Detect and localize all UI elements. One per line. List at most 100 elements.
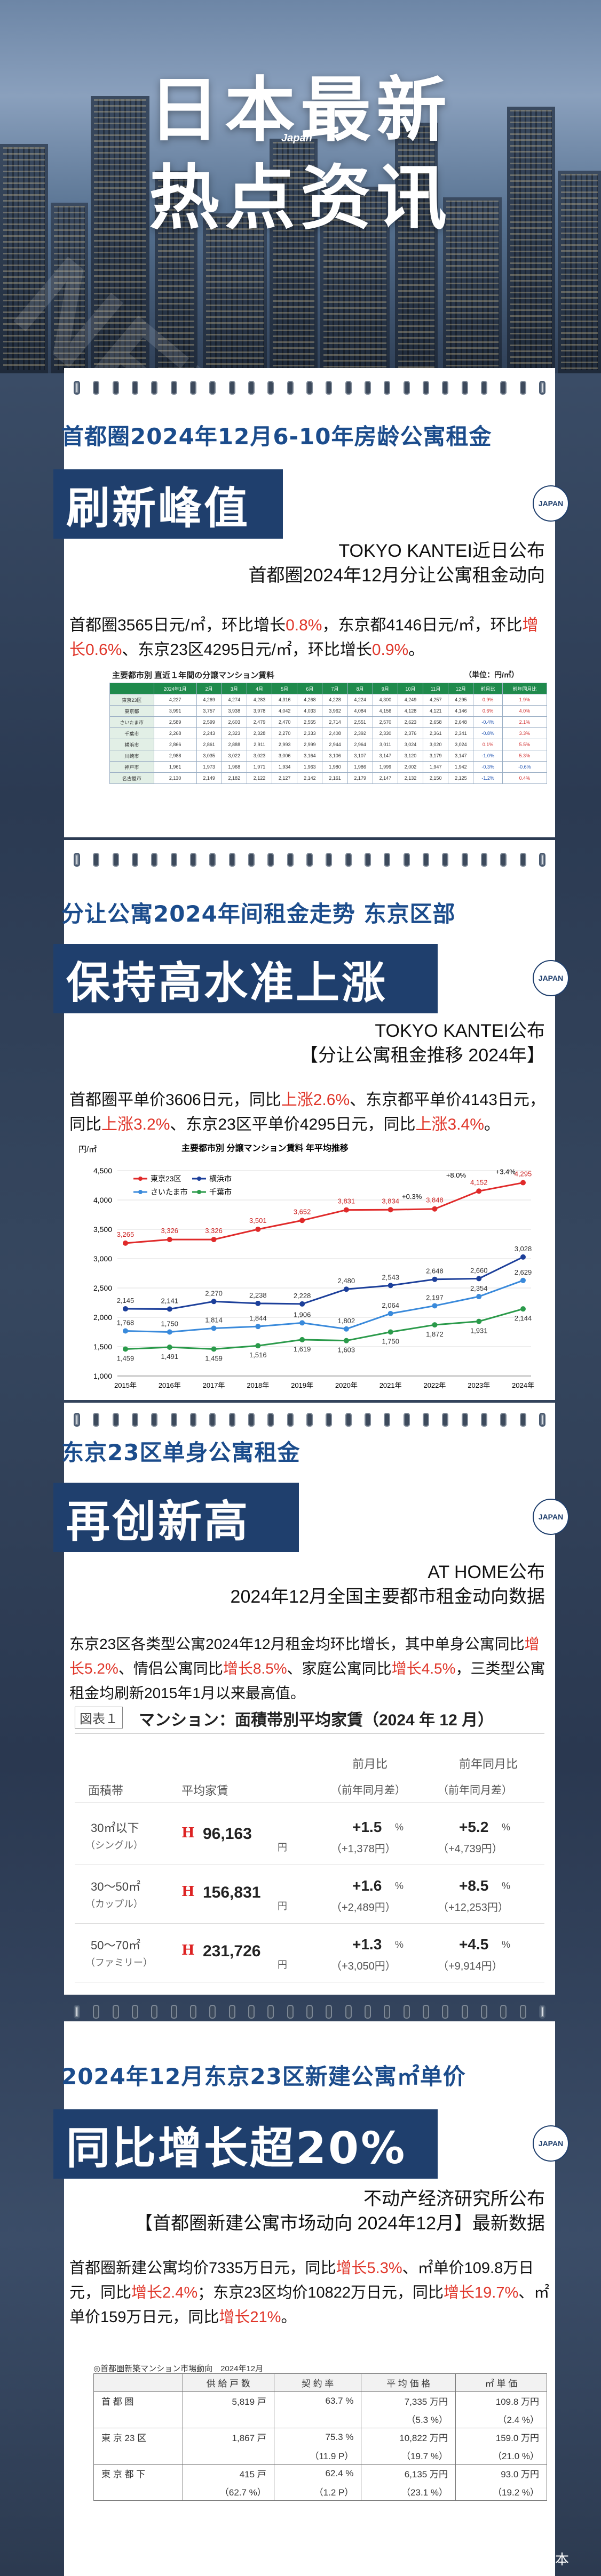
source-line2: 2024年12月全国主要都市租金动向数据 [230, 1587, 545, 1607]
table-cell: 63.7 % [273, 2391, 362, 2410]
data-label: 1,844 [249, 1314, 267, 1322]
data-label: 1,516 [249, 1351, 267, 1359]
table-header-cell: 契 約 率 [273, 2373, 362, 2392]
table-cell: 0.9% [473, 694, 503, 706]
x-tick-label: 2017年 [203, 1381, 225, 1389]
data-point [476, 1276, 482, 1282]
binder-holes [64, 848, 555, 871]
figure-label: 図表１ [75, 1707, 123, 1729]
table-cell: 2,408 [322, 727, 348, 739]
data-point [123, 1240, 128, 1246]
table-cell: 2,149 [196, 772, 222, 784]
table-cell: 4,295 [448, 694, 474, 706]
table-cell: 2,328 [246, 727, 273, 739]
y-tick-label: 1,500 [93, 1342, 112, 1351]
section1-banner: 刷新峰值 [53, 469, 283, 539]
table-row: 神戸市 1,961 1,973 1,968 1,971 1,934 1,963 1,980 1,… [109, 761, 548, 773]
source-line1: AT HOME公布 [428, 1562, 545, 1582]
data-label: 2,144 [515, 1314, 532, 1322]
table-cell: 2,182 [221, 772, 247, 784]
x-tick-label: 2018年 [247, 1381, 269, 1389]
data-point [476, 1188, 482, 1194]
table-cell: 2,555 [297, 716, 323, 728]
table-cell: （5.3 %） [361, 2410, 456, 2428]
data-label: 1,491 [161, 1353, 179, 1361]
data-point [432, 1276, 438, 1282]
data-label: 1,872 [426, 1330, 444, 1338]
source-line1: 不动产经济研究所公布 [363, 2189, 545, 2209]
series-line [125, 1308, 524, 1350]
data-point [255, 1300, 261, 1306]
table-header-cell: 3月 [221, 683, 247, 694]
data-label: 4,295 [515, 1170, 532, 1178]
y-tick-label: 3,000 [93, 1254, 112, 1263]
data-point [255, 1226, 261, 1232]
section3-banner: 再创新高 [53, 1483, 299, 1552]
data-point [123, 1328, 128, 1334]
table-cell: 2,341 [448, 727, 474, 739]
data-label: 2,480 [338, 1277, 355, 1285]
data-label: 3,652 [294, 1207, 311, 1215]
header-yoy-diff: （前年同月差） [438, 1785, 512, 1796]
table-cell: 3,120 [397, 750, 424, 762]
divider [75, 1923, 544, 1924]
row-yoy-diff: （+4,739円） [438, 1843, 503, 1855]
data-label: 1,750 [382, 1338, 399, 1346]
data-label: 2,629 [515, 1268, 532, 1276]
x-tick-label: 2024年 [512, 1381, 534, 1389]
data-point [520, 1306, 526, 1312]
data-point [167, 1329, 172, 1335]
table-row: 首 都 圏 5,819 戸 63.7 % 7,335 万円 109.8 万円 [93, 2391, 548, 2410]
row-yoy: +4.5 [459, 1936, 489, 1953]
table-cell: 3,024 [448, 739, 474, 750]
table-cell: 3,106 [322, 750, 348, 762]
data-label: 2,543 [382, 1273, 399, 1281]
japan-badge: JAPAN [533, 485, 569, 522]
table-cell: 2,964 [347, 739, 373, 750]
footer-credit: @船长在日本 [485, 2551, 569, 2567]
table-cell: 1,867 戸 [182, 2428, 274, 2446]
table-cell: 2,603 [221, 716, 247, 728]
table-cell: 2,888 [221, 739, 247, 750]
table-row: 千葉市 2,268 2,243 2,323 2,328 2,270 2,333 2,408 2,… [109, 727, 548, 739]
table-cell: （21.0 %） [455, 2446, 548, 2465]
table-cell: 159.0 万円 [455, 2428, 548, 2446]
data-point [299, 1337, 305, 1342]
table-cell: -0.4% [473, 716, 503, 728]
table-cell: 0.1% [473, 739, 503, 750]
row-mom-pct: % [395, 1822, 404, 1833]
data-point [167, 1344, 172, 1350]
row-unit: 円 [278, 1901, 287, 1911]
table-cell: 2,714 [322, 716, 348, 728]
table-cell: 2,376 [397, 727, 424, 739]
table-cell: 3,035 [196, 750, 222, 762]
table-cell: 0.6% [473, 705, 503, 717]
table-cell: 東京23区 [109, 694, 154, 706]
data-label: 2,660 [470, 1266, 488, 1274]
table-cell: 2,648 [448, 716, 474, 728]
table-cell: -1.2% [473, 772, 503, 784]
table-cell [273, 2410, 362, 2428]
data-label: 1,603 [338, 1346, 355, 1354]
row-area: 30㎡以下 [91, 1821, 139, 1835]
area-rent-table: 前月比 前年同月比 面積帯 平均家賃 （前年同月差） （前年同月差） 30㎡以下 （シングル）… [75, 1739, 544, 1984]
table-cell: 5,819 戸 [182, 2391, 274, 2410]
table-header-cell: 2月 [196, 683, 222, 694]
section1-subtitle: 首都圈2024年12月6-10年房龄公寓租金 [61, 423, 492, 450]
table-cell: 2,479 [246, 716, 273, 728]
table-cell: 109.8 万円 [455, 2391, 548, 2410]
table-cell: 4,257 [423, 694, 449, 706]
table-cell: 2,268 [153, 727, 197, 739]
table-cell: 2,861 [196, 739, 222, 750]
table-cell: 2,911 [246, 739, 273, 750]
data-point [299, 1218, 305, 1223]
table-cell: 2,330 [372, 727, 398, 739]
new-condo-table-caption: ◎首都圏新築マンション市場動向 2024年12月 [93, 2364, 264, 2373]
table-cell: 4,269 [196, 694, 222, 706]
japan-badge: JAPAN [533, 1499, 569, 1535]
table-cell: 1,947 [423, 761, 449, 773]
table-row: 東 京 都 下 415 戸 62.4 % 6,135 万円 93.0 万円 [93, 2464, 548, 2483]
data-point [167, 1306, 172, 1312]
data-label: 4,152 [470, 1178, 488, 1186]
